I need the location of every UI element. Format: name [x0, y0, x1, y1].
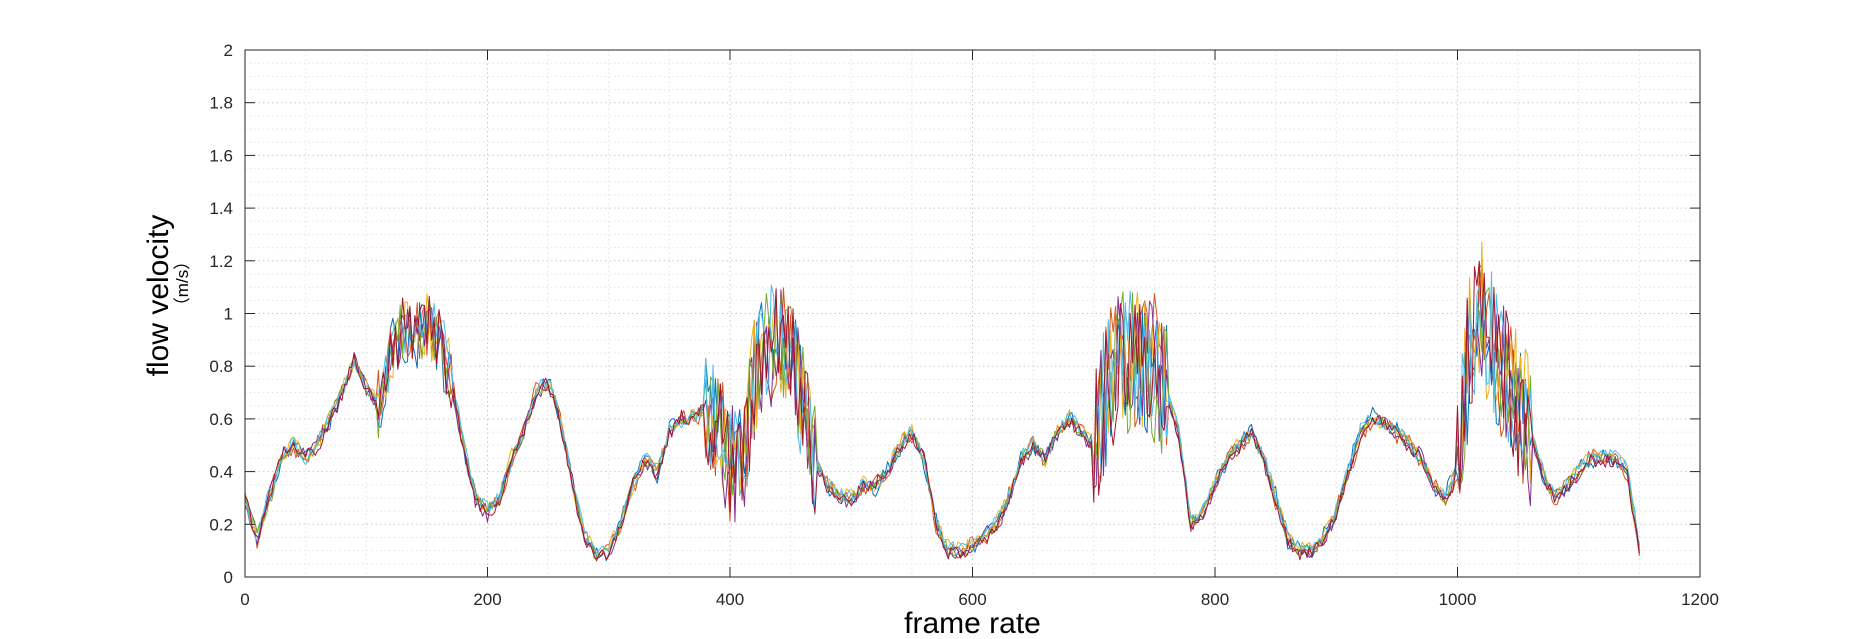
x-tick-label: 0: [240, 590, 249, 609]
y-tick-label: 1.2: [209, 252, 233, 271]
x-tick-label: 400: [716, 590, 744, 609]
series-line-3: [244, 241, 1640, 554]
y-tick-label: 1.6: [209, 146, 233, 165]
series-line-6: [244, 271, 1640, 556]
x-tick-label: 600: [958, 590, 986, 609]
y-tick-label: 0.6: [209, 410, 233, 429]
x-axis-title: frame rate: [904, 607, 1041, 639]
y-tick-label: 0.2: [209, 515, 233, 534]
y-tick-labels: 0 0.2 0.4 0.6 0.8 1 1.2 1.4 1.6 1.8 2: [209, 41, 233, 587]
x-tick-label: 1200: [1681, 590, 1719, 609]
y-tick-label: 0.8: [209, 357, 233, 376]
series-layer: [244, 241, 1640, 562]
y-tick-label: 1.4: [209, 199, 233, 218]
y-tick-label: 2: [224, 41, 233, 60]
series-line-7: [244, 260, 1640, 562]
y-axis-unit: （m/s）: [173, 253, 192, 314]
x-tick-labels: 0 200 400 600 800 1000 1200: [240, 590, 1719, 609]
y-tick-label: 0.4: [209, 463, 233, 482]
y-tick-label: 1.8: [209, 94, 233, 113]
y-tick-label: 1: [224, 305, 233, 324]
x-tick-label: 800: [1201, 590, 1229, 609]
x-tick-label: 200: [473, 590, 501, 609]
y-tick-label: 0: [224, 568, 233, 587]
y-axis-title: flow velocity: [142, 215, 175, 377]
x-tick-label: 1000: [1439, 590, 1477, 609]
axis-ticks: [244, 49, 1701, 578]
